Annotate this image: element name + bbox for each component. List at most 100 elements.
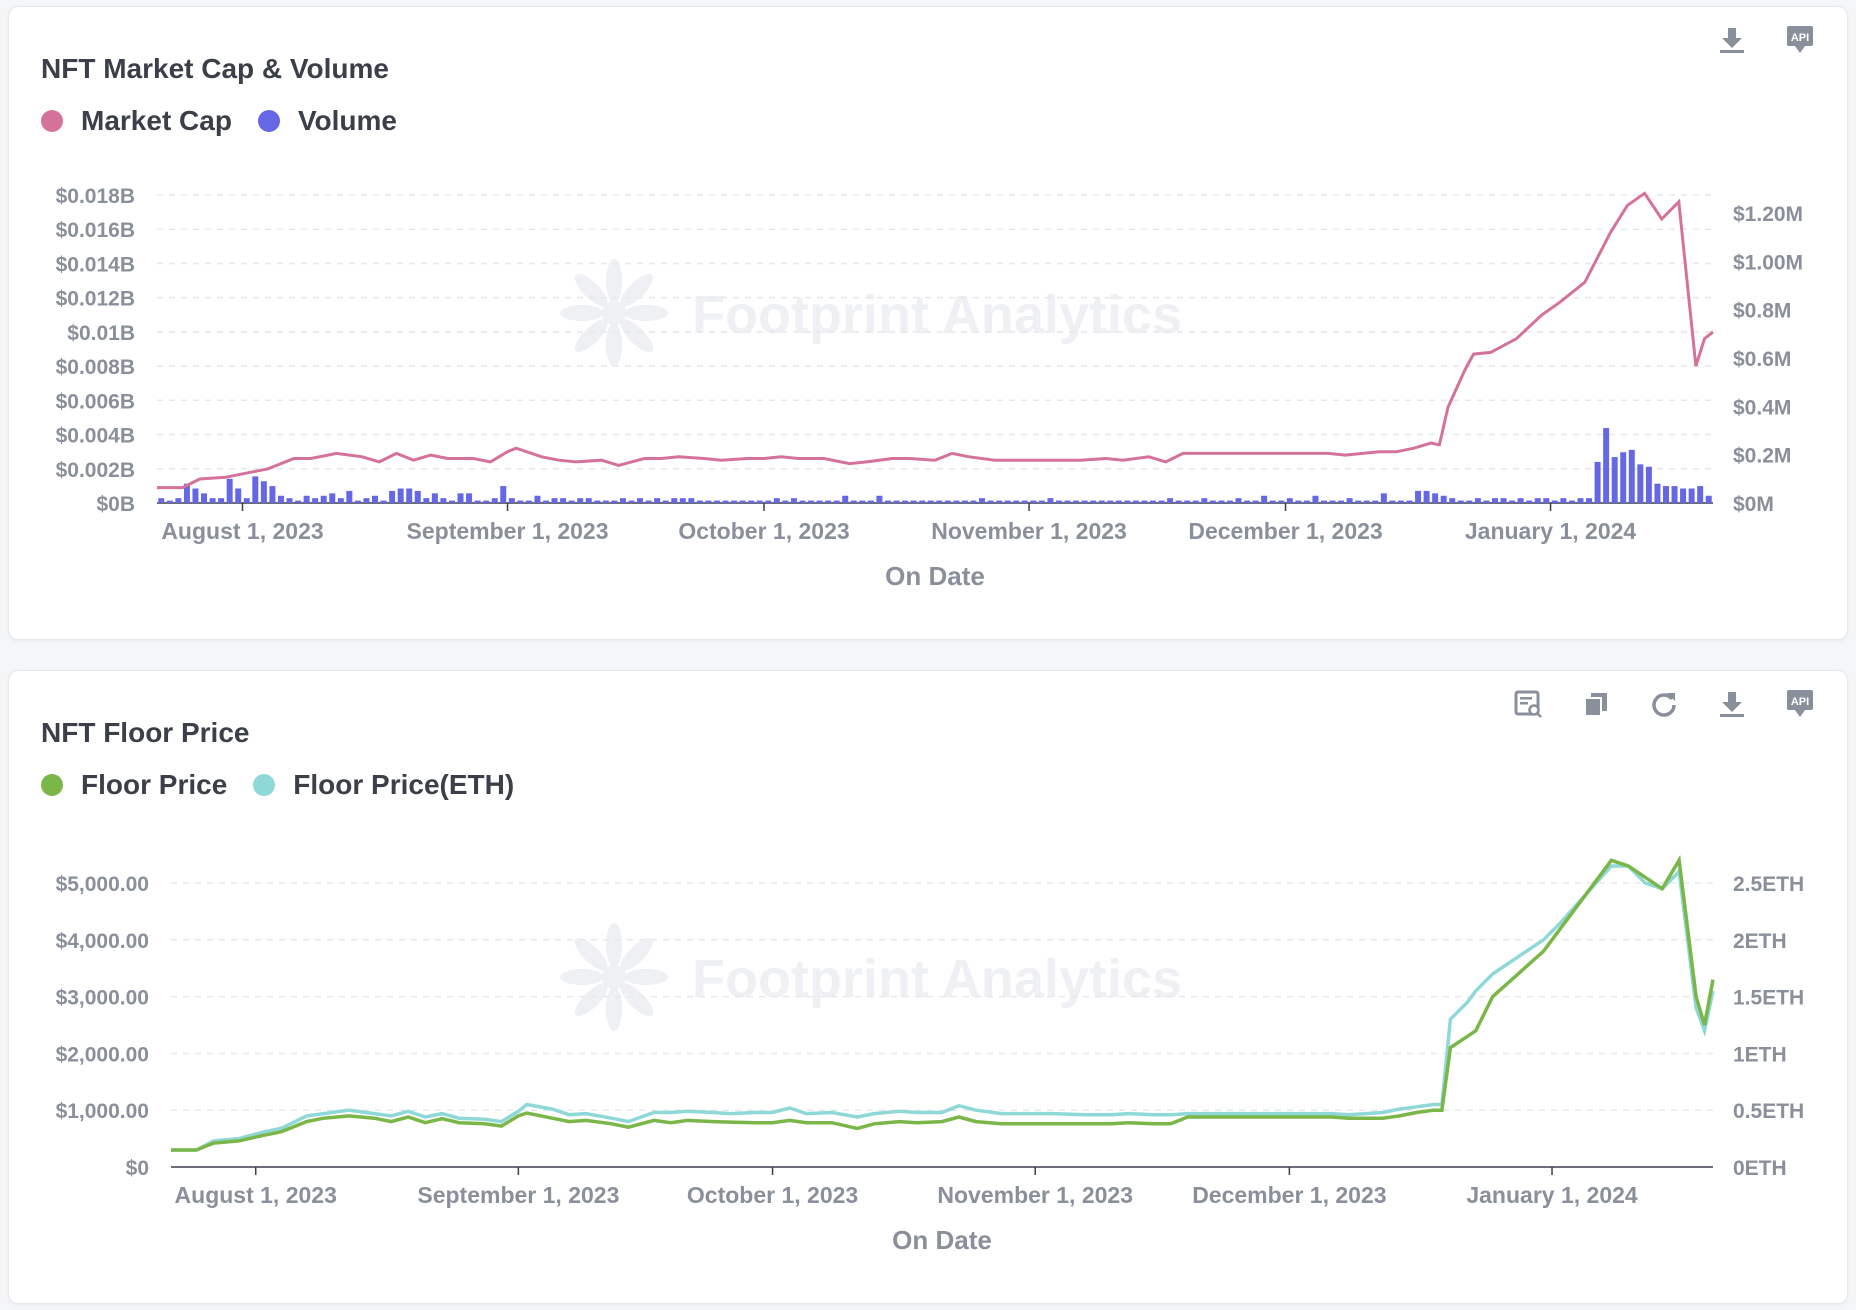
y-right-tick-label: $0.2M (1733, 445, 1791, 468)
volume-bar (183, 483, 190, 503)
volume-bar (961, 500, 968, 503)
legend-item-volume[interactable]: Volume (257, 105, 397, 137)
volume-bar (1517, 498, 1524, 503)
y-right-tick-label: $0.8M (1733, 300, 1791, 323)
volume-bar (833, 500, 840, 503)
volume-bar (1372, 500, 1379, 503)
volume-bar (346, 490, 353, 503)
chart-toolbar: API (1683, 21, 1819, 59)
volume-bar (756, 500, 763, 503)
volume-bar (748, 500, 755, 503)
volume-bar (431, 493, 438, 503)
volume-bar (1509, 500, 1516, 503)
download-icon[interactable] (1713, 21, 1751, 59)
y-right-tick-label: 2ETH (1733, 930, 1787, 953)
volume-bar (808, 500, 815, 503)
volume-bar (1209, 500, 1216, 503)
volume-bar (1346, 498, 1353, 503)
legend-item-market-cap[interactable]: Market Cap (41, 105, 232, 137)
volume-bar (1449, 498, 1456, 503)
legend-dot-market-cap (41, 110, 63, 132)
volume-bar (1064, 500, 1071, 503)
volume-bar (893, 500, 900, 503)
y-right-tick-label: $0.4M (1733, 396, 1791, 419)
volume-bar (619, 498, 626, 503)
volume-bar (628, 500, 635, 503)
volume-bar (414, 490, 421, 503)
volume-bar (1244, 500, 1251, 503)
volume-bar (1620, 452, 1627, 503)
legend-label-floor-price-eth: Floor Price(ETH) (293, 769, 515, 800)
volume-bar (611, 500, 618, 503)
volume-bar (679, 498, 686, 503)
volume-bar (1611, 457, 1618, 503)
volume-bar (1491, 498, 1498, 503)
volume-bar (1568, 500, 1575, 503)
volume-bar (1055, 500, 1062, 503)
legend-dot-floor-price-eth (253, 774, 276, 796)
volume-bar (1543, 498, 1550, 503)
y-left-tick-label: $0.01B (67, 322, 135, 345)
x-tick-label: September 1, 2023 (417, 1182, 619, 1208)
floor-price-eth-line (171, 864, 1715, 1152)
volume-bar (1586, 498, 1593, 503)
legend-item-floor-price[interactable]: Floor Price (41, 769, 227, 801)
download-icon[interactable] (1713, 685, 1751, 723)
volume-bar (1483, 500, 1490, 503)
volume-bar (1081, 500, 1088, 503)
volume-bar (269, 486, 276, 503)
volume-bar (543, 500, 549, 503)
x-axis-title: On Date (885, 561, 985, 591)
legend-item-floor-price-eth[interactable]: Floor Price(ETH) (253, 769, 514, 801)
volume-bar (859, 500, 866, 503)
volume-bar (654, 498, 661, 503)
volume-bar (713, 500, 720, 503)
y-right-tick-label: 1ETH (1733, 1043, 1787, 1066)
volume-bar (1321, 500, 1327, 503)
volume-bar (363, 498, 370, 503)
volume-bar (585, 498, 592, 503)
volume-bar (1705, 495, 1712, 503)
duplicate-icon[interactable] (1577, 685, 1615, 723)
market-cap-line (157, 191, 1714, 490)
volume-bar (731, 500, 738, 503)
volume-bar (372, 495, 379, 503)
y-left-tick-label: $3,000.00 (56, 987, 149, 1010)
api-icon[interactable]: API (1781, 21, 1819, 59)
volume-bar (722, 500, 729, 503)
api-icon[interactable]: API (1781, 685, 1819, 723)
volume-bar (226, 478, 233, 503)
volume-bar (1073, 500, 1080, 503)
volume-bar (235, 488, 242, 503)
volume-bar (825, 500, 832, 503)
volume-bar (876, 495, 883, 503)
volume-bar (799, 500, 806, 503)
refresh-icon[interactable] (1645, 685, 1683, 723)
volume-bar (970, 500, 977, 503)
volume-bar (671, 498, 678, 503)
volume-bar (1671, 486, 1678, 503)
volume-bar (500, 486, 507, 503)
volume-bar (1141, 500, 1148, 503)
volume-bar (491, 498, 498, 503)
y-left-tick-label: $0.014B (56, 253, 135, 276)
volume-bar (406, 488, 413, 503)
volume-bar (662, 500, 669, 503)
volume-bar (1030, 500, 1037, 503)
y-left-tick-label: $2,000.00 (56, 1043, 149, 1066)
view-query-icon[interactable] (1509, 685, 1547, 723)
volume-bar (1201, 498, 1208, 503)
volume-bar (1261, 495, 1268, 503)
volume-bar (1158, 500, 1165, 503)
volume-bar (1603, 428, 1610, 503)
volume-bar (1628, 449, 1635, 503)
volume-bar (1645, 466, 1652, 503)
volume-bar (953, 500, 960, 503)
volume-bar (594, 500, 601, 503)
volume-bar (483, 500, 490, 503)
x-tick-label: October 1, 2023 (687, 1182, 858, 1208)
volume-bar (474, 500, 481, 503)
volume-bar (1355, 500, 1362, 503)
volume-bar (525, 500, 532, 503)
volume-bar (1132, 500, 1139, 503)
